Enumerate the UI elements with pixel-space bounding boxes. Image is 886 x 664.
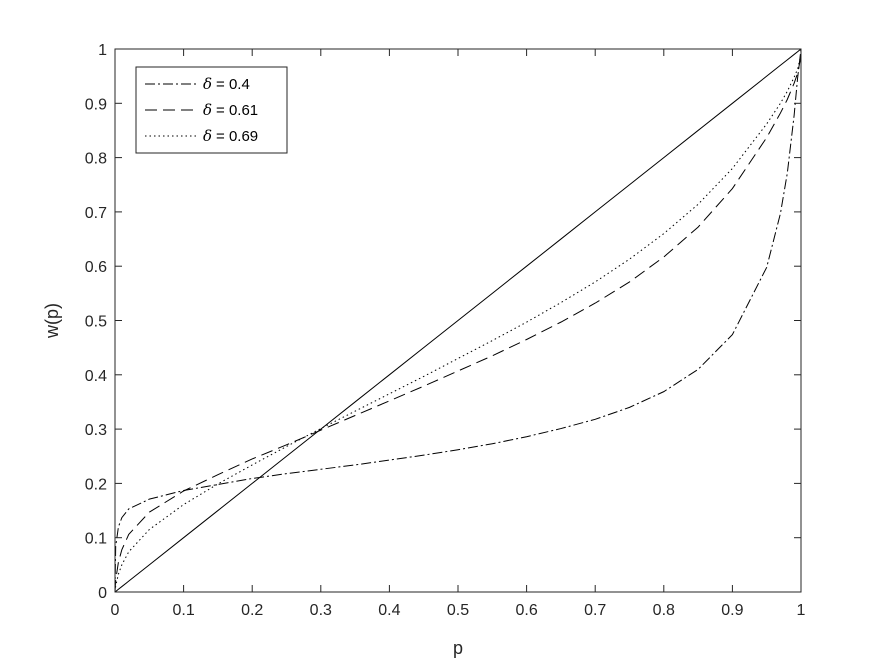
series-line-dashdot bbox=[114, 48, 802, 593]
y-tick-label: 0.9 bbox=[85, 96, 107, 113]
y-tick-label: 0.1 bbox=[85, 531, 107, 548]
legend-symbol: δ bbox=[203, 75, 212, 93]
x-tick-label: 0.7 bbox=[584, 602, 606, 619]
legend-name: = 0.61 bbox=[216, 102, 258, 119]
legend-name: = 0.4 bbox=[216, 76, 250, 93]
legend: δ = 0.4δ = 0.61δ = 0.69 bbox=[135, 66, 288, 154]
x-tick-label: 1 bbox=[797, 602, 806, 619]
series-layer bbox=[114, 48, 802, 593]
series-line-dashed bbox=[114, 48, 802, 593]
x-tick-label: 0.5 bbox=[447, 602, 469, 619]
y-tick-label: 0.7 bbox=[85, 205, 107, 222]
y-axis-label: w(p) bbox=[42, 303, 62, 339]
plot-frame bbox=[114, 48, 802, 593]
x-tick-label: 0.6 bbox=[515, 602, 537, 619]
x-tick-label: 0.3 bbox=[310, 602, 332, 619]
x-tick-label: 0 bbox=[111, 602, 120, 619]
legend-label: δ = 0.4 bbox=[203, 75, 250, 93]
x-axis-label: p bbox=[453, 638, 463, 658]
x-tick-label: 0.8 bbox=[653, 602, 675, 619]
y-tick-label: 0.5 bbox=[85, 314, 107, 331]
legend-label: δ = 0.69 bbox=[203, 127, 258, 145]
x-tick-label: 0.1 bbox=[172, 602, 194, 619]
y-tick-label: 0.4 bbox=[85, 368, 107, 385]
y-tick-label: 1 bbox=[98, 42, 107, 59]
y-tick-label: 0.2 bbox=[85, 476, 107, 493]
series-line-dotted bbox=[114, 48, 802, 593]
tick-layer: 0 0.1 0.2 0.3 0.4 0.5 0.6 0.7 0.8 0.9 1 0 0.1 0.2 0.3 0… bbox=[85, 42, 806, 619]
y-tick-label: 0.6 bbox=[85, 259, 107, 276]
y-tick-label: 0 bbox=[98, 585, 107, 602]
y-tick-label: 0.8 bbox=[85, 151, 107, 168]
x-tick-label: 0.2 bbox=[241, 602, 263, 619]
legend-symbol: δ bbox=[203, 101, 212, 119]
x-tick-label: 0.4 bbox=[378, 602, 400, 619]
y-tick-label: 0.3 bbox=[85, 422, 107, 439]
legend-label: δ = 0.61 bbox=[203, 101, 258, 119]
x-tick-label: 0.9 bbox=[721, 602, 743, 619]
legend-name: = 0.69 bbox=[216, 128, 258, 145]
legend-symbol: δ bbox=[203, 127, 212, 145]
series-line-solid bbox=[114, 48, 802, 593]
legend-box bbox=[135, 66, 288, 154]
